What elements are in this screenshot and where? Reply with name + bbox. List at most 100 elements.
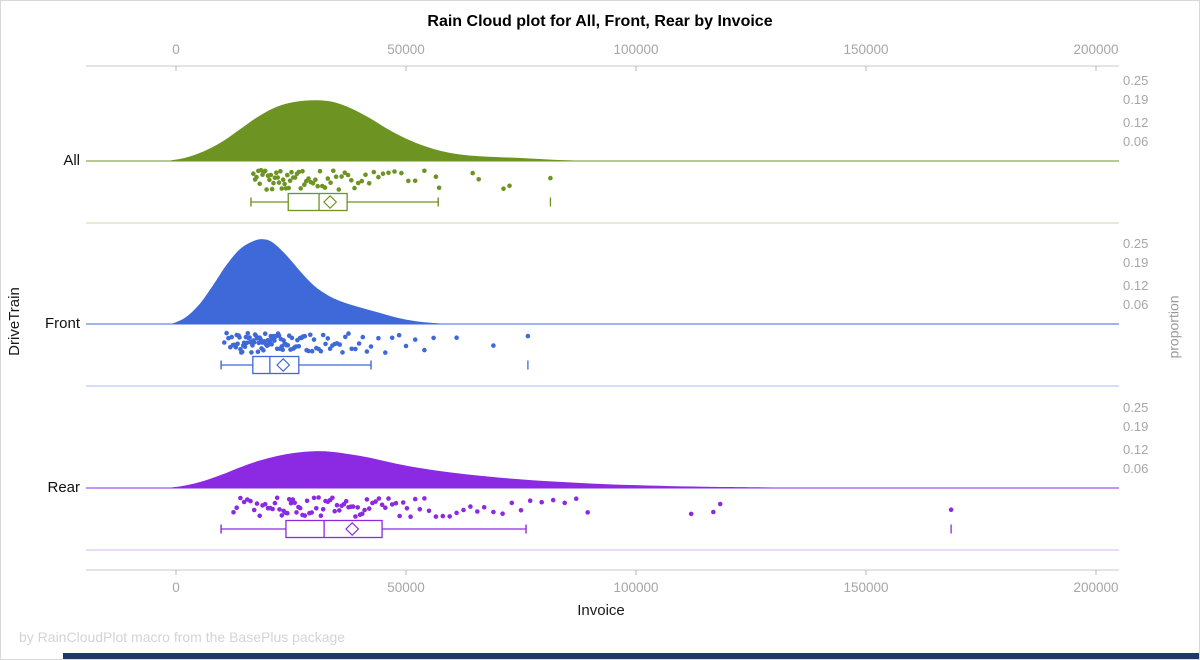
rain-point	[270, 506, 275, 512]
box-iqr	[285, 519, 383, 539]
top-x-tick-label: 150000	[843, 42, 889, 57]
rain-point	[389, 502, 395, 507]
rain-point	[254, 174, 259, 180]
rain-point	[264, 187, 269, 192]
rain-point	[277, 507, 282, 512]
rain-point	[278, 169, 283, 174]
rain-point	[461, 507, 466, 513]
rain-point	[366, 506, 372, 511]
rain-point	[470, 170, 476, 176]
rain-point	[249, 350, 254, 355]
rain-point	[468, 504, 473, 509]
rain-point	[379, 502, 385, 508]
rain-point	[325, 336, 331, 341]
rain-point	[311, 337, 317, 342]
rain-point	[436, 185, 442, 191]
rain-point	[397, 513, 402, 519]
rain-point	[548, 175, 553, 181]
bottom-x-tick-label: 50000	[387, 580, 425, 595]
rain-point	[318, 348, 324, 354]
proportion-tick-label: 0.19	[1123, 419, 1149, 435]
rain-point	[334, 502, 340, 508]
rain-point	[318, 513, 324, 518]
density-cloud-front	[171, 239, 452, 324]
top-x-tick-label: 0	[172, 42, 180, 57]
mean-diamond	[345, 521, 360, 537]
rain-point	[360, 334, 366, 340]
rain-point	[711, 509, 716, 515]
top-x-tick-label: 100000	[613, 42, 659, 57]
rain-point	[404, 506, 410, 511]
band-label-front: Front	[44, 315, 80, 332]
proportion-tick-label: 0.06	[1123, 296, 1149, 312]
rain-point	[238, 495, 243, 501]
rain-point	[309, 510, 315, 515]
rain-point	[276, 180, 282, 185]
rain-point	[355, 180, 361, 186]
rain-point	[292, 175, 298, 180]
rain-point	[285, 343, 291, 348]
rain-point	[360, 511, 365, 517]
rain-point	[349, 178, 354, 183]
rain-point	[320, 507, 326, 512]
rain-point	[248, 498, 253, 504]
rain-point	[274, 495, 280, 501]
rain-point	[327, 346, 333, 352]
rain-point	[585, 510, 590, 515]
rain-point	[948, 507, 954, 512]
proportion-tick-label: 0.25	[1123, 400, 1149, 415]
rain-point	[350, 504, 356, 509]
rain-point	[408, 514, 413, 519]
rain-point	[306, 176, 311, 181]
mean-diamond	[323, 194, 338, 210]
rain-point	[349, 346, 355, 352]
rain-point	[272, 338, 277, 343]
rain-point	[281, 338, 286, 343]
rain-point	[342, 170, 348, 175]
rain-point	[242, 344, 248, 350]
rain-point	[245, 331, 251, 336]
proportion-tick-label: 0.06	[1123, 133, 1149, 149]
rain-point	[257, 513, 263, 519]
rain-point	[717, 501, 723, 507]
rain-point	[481, 505, 487, 510]
rain-point	[403, 343, 409, 349]
rain-point	[688, 511, 694, 517]
rain-point	[376, 335, 381, 341]
rain-point	[525, 333, 531, 339]
rain-point	[241, 499, 247, 505]
rain-point	[235, 341, 240, 347]
rain-point	[224, 330, 229, 336]
rain-point	[280, 347, 286, 353]
rain-point	[316, 495, 321, 500]
rain-point	[309, 348, 315, 354]
rain-point	[343, 499, 349, 504]
rain-point	[333, 174, 339, 179]
rain-point	[233, 345, 239, 350]
rain-point	[257, 181, 263, 187]
rain-point	[296, 169, 302, 175]
rain-point	[550, 497, 556, 503]
rain-point	[317, 168, 323, 174]
rain-point	[300, 168, 305, 174]
rain-point	[433, 514, 439, 519]
rain-point	[376, 496, 382, 501]
band-label-all: All	[63, 152, 80, 169]
rain-point	[269, 186, 275, 192]
rain-point	[366, 181, 372, 186]
bottom-taskbar-strip	[63, 653, 1199, 659]
mean-diamond	[276, 357, 291, 373]
top-x-tick-label: 200000	[1073, 42, 1119, 57]
proportion-tick-label: 0.06	[1123, 460, 1149, 476]
box-iqr	[252, 355, 300, 375]
bottom-x-tick-label: 150000	[843, 580, 889, 595]
rain-point	[509, 500, 515, 506]
proportion-tick-label: 0.12	[1123, 441, 1149, 457]
rain-point	[298, 186, 304, 191]
rain-point	[500, 511, 505, 516]
chart-title: Rain Cloud plot for All, Front, Rear by …	[427, 13, 773, 30]
rain-point	[389, 335, 395, 341]
rain-point	[282, 181, 287, 187]
rain-point	[296, 344, 302, 349]
y-axis-label-proportion-text: proportion	[1165, 295, 1182, 359]
